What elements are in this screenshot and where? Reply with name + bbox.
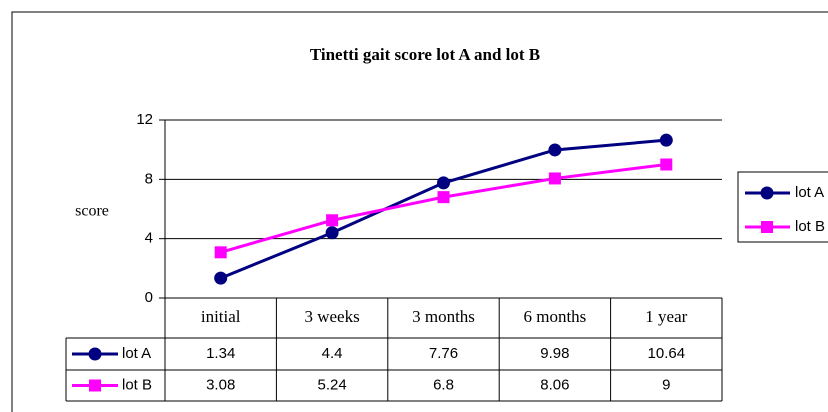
marker	[548, 143, 562, 157]
marker	[761, 221, 773, 233]
y-tick-label: 8	[145, 170, 153, 187]
x-tick-label: 3 weeks	[304, 307, 359, 326]
marker	[437, 176, 450, 190]
y-axis-label: score	[75, 203, 109, 220]
marker	[214, 246, 227, 259]
table-series-name: lot A	[122, 345, 151, 362]
table-value: 6.8	[433, 376, 454, 393]
y-tick-label: 12	[136, 111, 153, 128]
marker	[325, 226, 339, 240]
table-value: 7.76	[429, 345, 458, 362]
marker	[437, 191, 450, 204]
marker	[89, 379, 101, 392]
chart-title: Tinetti gait score lot A and lot B	[310, 45, 540, 64]
marker	[760, 186, 774, 200]
marker	[88, 347, 102, 361]
table-value: 8.06	[540, 376, 569, 393]
legend-label: lot A	[795, 184, 824, 201]
x-tick-label: initial	[201, 307, 241, 326]
x-tick-label: 6 months	[523, 307, 586, 326]
marker	[214, 271, 228, 285]
table-series-name: lot B	[122, 376, 152, 393]
chart-frame	[11, 11, 828, 412]
marker	[660, 158, 673, 171]
y-tick-label: 0	[145, 289, 153, 306]
legend-box	[737, 171, 828, 243]
marker	[326, 214, 339, 227]
table-value: 3.08	[206, 376, 235, 393]
table-value: 10.64	[648, 345, 686, 362]
table-value: 4.4	[322, 345, 343, 362]
table-value: 9	[662, 376, 670, 393]
marker	[548, 172, 561, 185]
y-tick-label: 4	[145, 230, 153, 247]
x-tick-label: 3 months	[412, 307, 475, 326]
legend-label: lot B	[795, 218, 825, 235]
table-value: 5.24	[317, 376, 346, 393]
table-value: 9.98	[540, 345, 569, 362]
marker	[659, 133, 673, 147]
x-tick-label: 1 year	[645, 307, 687, 326]
table-value: 1.34	[206, 345, 235, 362]
